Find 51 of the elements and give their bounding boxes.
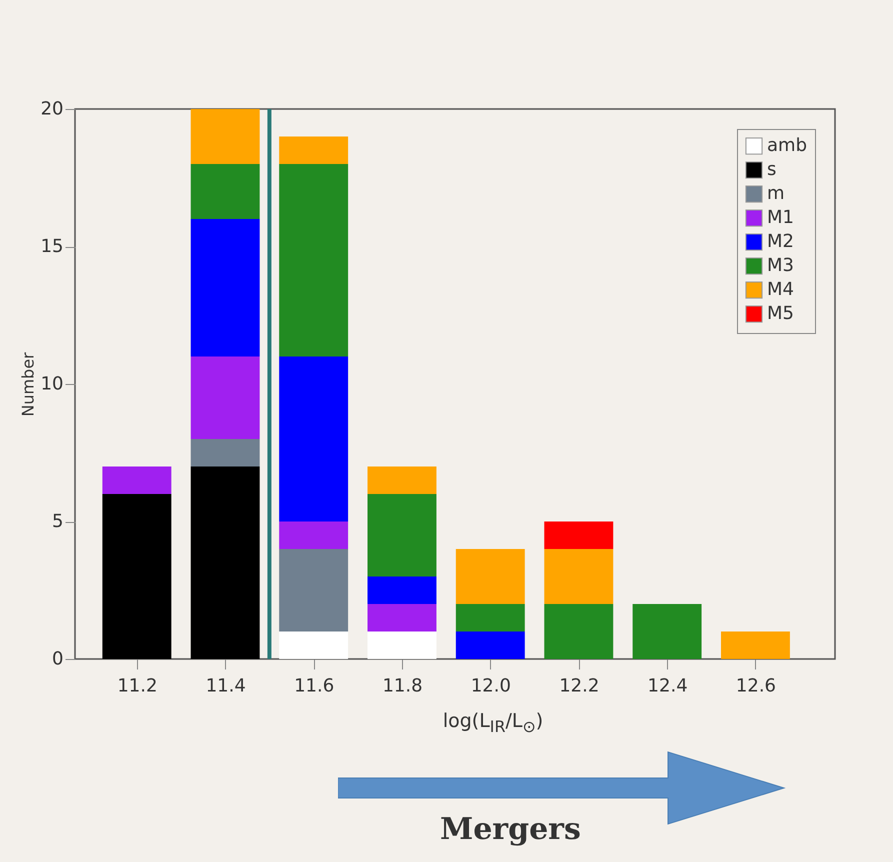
x-tick-label: 12.6 (736, 676, 776, 696)
bar (102, 494, 172, 659)
legend-label: amb (767, 135, 807, 156)
legend-label: s (767, 159, 776, 180)
bar (544, 522, 614, 549)
bar (190, 109, 260, 164)
bar (279, 356, 348, 522)
x-tick-label: 12.4 (648, 676, 688, 696)
bar (368, 632, 436, 659)
y-axis-title: Number (18, 352, 38, 417)
x-tick-label: 11.2 (117, 676, 158, 696)
legend-label: M5 (767, 303, 794, 324)
legend-label: M3 (767, 255, 794, 276)
bar (190, 164, 260, 219)
bar (632, 604, 702, 659)
bar (368, 604, 436, 632)
bar (456, 632, 525, 659)
bar (456, 549, 525, 604)
legend-label: m (767, 183, 785, 204)
bar (368, 494, 436, 576)
bar (190, 439, 260, 466)
bar (190, 219, 260, 356)
text: Mergers (440, 812, 581, 847)
y-tick-label: 10 (40, 374, 64, 394)
legend-label: M2 (767, 231, 794, 252)
x-tick-label: 11.6 (294, 676, 334, 696)
bar (544, 549, 614, 604)
bar (368, 576, 436, 604)
bar (190, 356, 260, 439)
bar (279, 136, 348, 164)
legend-label: M4 (767, 279, 794, 300)
bar (279, 632, 348, 659)
x-tick-label: 11.4 (206, 676, 246, 696)
x-tick-label: 11.8 (382, 676, 423, 696)
bar (190, 466, 260, 659)
bar (544, 604, 614, 659)
bar (368, 466, 436, 494)
bar (456, 604, 525, 632)
bar (279, 164, 348, 356)
y-tick-label: 5 (52, 511, 64, 532)
legend-label: M1 (767, 207, 794, 228)
y-tick-label: 15 (40, 236, 64, 257)
bar (721, 632, 790, 659)
bar (279, 522, 348, 549)
y-tick-label: 0 (52, 648, 64, 670)
y-tick-label: 20 (40, 98, 64, 120)
x-tick-label: 12.0 (470, 676, 511, 696)
x-tick-label: 12.2 (559, 676, 600, 696)
bar (279, 549, 348, 632)
x-axis-title: log(L$_{IR}$/L$_{⊙}$) (442, 710, 544, 736)
bar (102, 466, 172, 494)
